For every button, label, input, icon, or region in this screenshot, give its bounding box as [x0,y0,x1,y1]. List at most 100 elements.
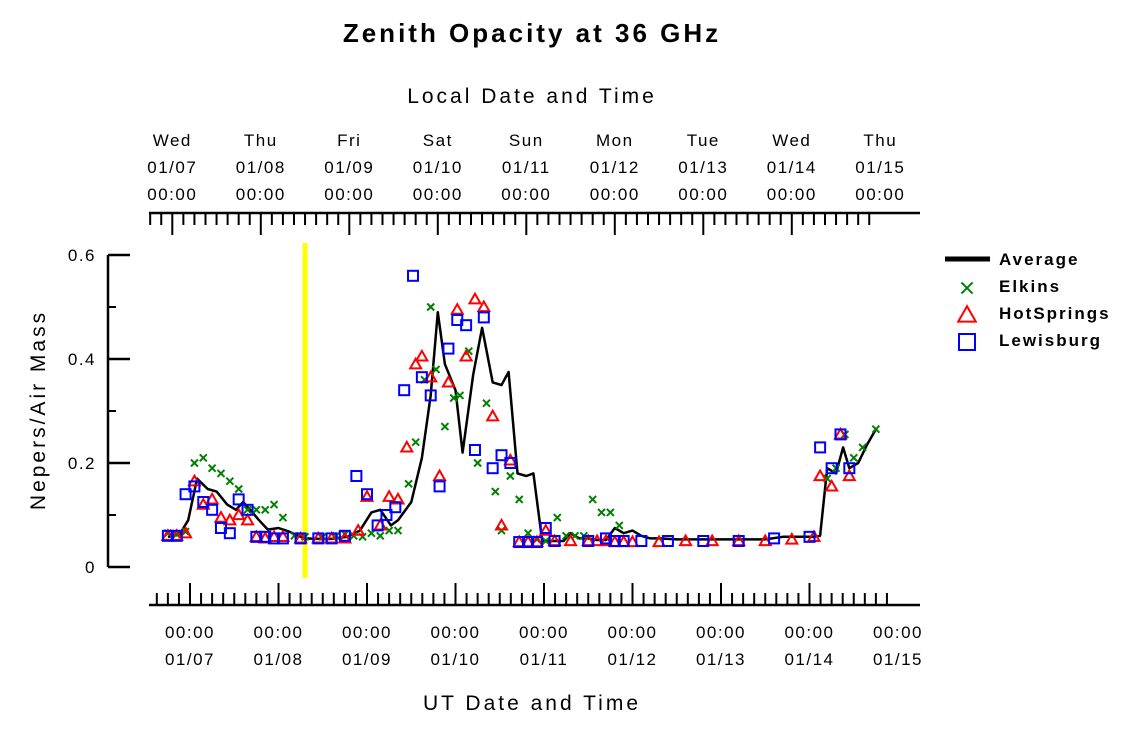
data-point-lewisburg [312,532,325,545]
legend-average-label: Average [999,250,1079,269]
data-point-lewisburg [415,371,428,384]
data-point-elkins [199,453,208,463]
bottom-tick-date-label: 01/08 [253,650,303,669]
data-point-elkins-stroke [523,528,533,538]
top-tick-date-label: 01/09 [324,158,374,177]
data-point-elkins [553,513,562,522]
bottom-axis-title: UT Date and Time [423,692,641,715]
bottom-tick-date-label: 01/10 [430,650,480,669]
data-point-elkins [606,508,615,517]
top-tick-time-label: 00:00 [501,185,551,204]
data-point-lewisburg [250,530,263,543]
data-point-elkins [588,495,597,504]
data-point-lewisburg [530,536,543,549]
legend-elkins-swatch [960,281,974,295]
bottom-tick-date-label: 01/11 [520,650,569,669]
top-tick-time-label: 00:00 [678,185,728,204]
data-point-lewisburg [223,527,236,540]
data-point-lewisburg [539,522,552,534]
data-point-elkins-stroke [393,526,403,535]
data-point-elkins [871,424,881,434]
data-point-lewisburg [768,532,781,545]
data-point-lewisburg [161,529,174,542]
top-tick-day-label: Tue [687,131,720,150]
data-point-lewisburg [635,535,648,547]
data-point-elkins-stroke [199,453,208,463]
data-point-lewisburg [548,535,561,547]
data-point-hotsprings [758,533,773,547]
data-point-elkins-stroke [190,458,199,468]
data-point-elkins [597,508,606,517]
data-point-hotsprings [598,533,614,547]
top-tick-day-label: Thu [244,131,278,150]
data-point-lewisburg [825,462,838,475]
data-point-elkins-stroke [455,391,465,400]
data-point-elkins-stroke [588,495,597,504]
data-point-elkins-stroke [849,453,858,463]
data-point-hotsprings [350,523,366,536]
data-point-elkins [449,393,458,403]
data-point-hotsprings [503,452,518,466]
data-point-elkins-stroke [207,463,217,473]
legend-elkins-swatch-stroke [960,281,974,295]
top-tick-day-label: Sun [509,131,544,150]
data-point-lewisburg [389,501,402,514]
data-point-elkins [181,527,190,536]
data-point-lewisburg [241,503,254,516]
data-point-elkins-stroke [261,505,270,515]
data-point-hotsprings [240,512,255,526]
data-point-lewisburg [582,535,595,547]
data-point-lewisburg [661,535,674,547]
top-tick-date-label: 01/11 [502,158,551,177]
data-point-hotsprings [824,478,839,492]
plot-layer [160,269,881,549]
data-point-elkins-stroke [606,508,615,517]
bottom-tick-date-label: 01/15 [873,650,923,669]
data-point-elkins-stroke [497,526,506,535]
data-point-lewisburg [617,535,630,547]
data-point-elkins-stroke [449,393,458,403]
data-point-elkins [207,463,217,473]
top-tick-time-label: 00:00 [147,185,197,204]
bottom-tick-date-label: 01/14 [784,650,834,669]
bottom-tick-time-label: 00:00 [873,623,923,642]
data-point-hotsprings [204,491,220,505]
data-point-hotsprings [359,489,375,502]
bottom-tick-time-label: 00:00 [165,623,215,642]
bottom-tick-date-label: 01/13 [696,650,746,669]
data-point-elkins-stroke [426,302,435,312]
data-point-lewisburg [477,311,490,324]
bottom-tick-time-label: 00:00 [253,623,303,642]
data-point-hotsprings [812,468,828,482]
data-point-lewisburg [380,509,393,521]
data-point-lewisburg [460,319,473,332]
data-point-elkins [216,469,226,478]
data-point-elkins [491,487,500,496]
legend-hotsprings-swatch [956,304,978,323]
data-point-elkins-stroke [376,531,385,541]
y-tick-label: 0 [85,558,96,577]
data-point-lewisburg [197,496,210,508]
data-point-elkins [464,346,473,356]
data-point-lewisburg [468,444,481,456]
data-point-lewisburg [608,535,621,547]
data-point-hotsprings [704,533,720,547]
data-point-lewisburg [513,536,526,549]
data-point-elkins-stroke [615,521,624,530]
top-tick-time-label: 00:00 [324,185,374,204]
bottom-tick-date-label: 01/09 [342,650,392,669]
data-point-elkins [858,443,867,452]
data-point-elkins-stroke [553,513,562,522]
top-tick-time-label: 00:00 [236,185,286,204]
data-point-elkins [515,495,524,504]
top-ticks: Wed 01/07 00:00 Thu 01/08 00:00 Fri 01/09 00:00 S… [147,131,904,235]
data-point-elkins-stroke [225,476,235,486]
data-point-elkins [411,437,420,447]
data-point-hotsprings [563,533,578,547]
data-point-elkins [190,458,199,468]
y-ticks: 0 0.2 0.4 0.6 [68,246,130,577]
legend-lewisburg-swatch [958,333,976,351]
data-point-elkins-stroke [858,443,867,452]
data-point-elkins-stroke [181,527,190,536]
